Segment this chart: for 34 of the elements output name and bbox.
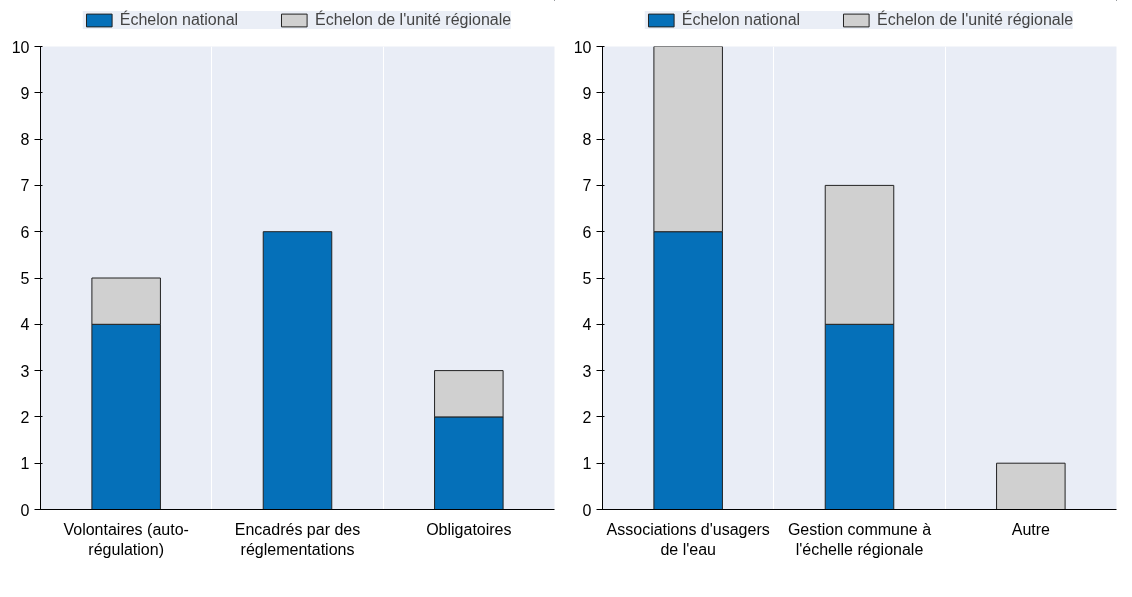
y-tick-label: 0 (582, 501, 592, 519)
y-tick-label: 1 (20, 455, 30, 473)
y-tick-label: 8 (20, 131, 30, 149)
y-tick-label: 5 (20, 270, 30, 287)
y-tick-label: 10 (11, 38, 30, 56)
y-tick-label: 7 (20, 177, 30, 195)
y-tick-label: 9 (582, 84, 592, 102)
bar (996, 462, 1066, 510)
y-tick-label: 2 (20, 408, 30, 426)
y-tick-label: 6 (20, 223, 30, 241)
y-tick-label: 3 (582, 362, 592, 380)
legend-label: Échelon national (119, 11, 239, 29)
y-tick-label: 4 (20, 316, 30, 334)
x-tick-label: Volontaires (auto-régulation) (63, 520, 189, 558)
y-tick-label: 0 (20, 501, 30, 519)
legend-label: Échelon national (681, 11, 801, 29)
y-tick-label: 1 (582, 455, 592, 473)
y-tick-label: 4 (582, 316, 592, 334)
x-tick-label: Autre (1011, 520, 1051, 538)
x-tick-label: Obligatoires (426, 520, 512, 538)
legend-label: Échelon de l'unité régionale (877, 11, 1074, 29)
y-tick-label: 7 (582, 177, 592, 195)
x-tick-label: Associations d'usagers de l'eau (606, 520, 770, 558)
x-tick-label: Encadrés par des réglementations (234, 520, 361, 558)
y-tick-label: 10 (573, 38, 592, 56)
y-tick-label: 6 (582, 223, 592, 241)
y-tick-label: 2 (582, 408, 592, 426)
y-tick-label: 3 (20, 362, 30, 380)
y-tick-label: 9 (20, 84, 30, 102)
x-tick-label: Gestion commune à l'échelle régionale (787, 520, 932, 558)
y-tick-label: 5 (582, 270, 592, 287)
y-tick-label: 8 (582, 131, 592, 149)
legend-label: Échelon de l'unité régionale (315, 11, 512, 29)
bar (262, 231, 333, 510)
